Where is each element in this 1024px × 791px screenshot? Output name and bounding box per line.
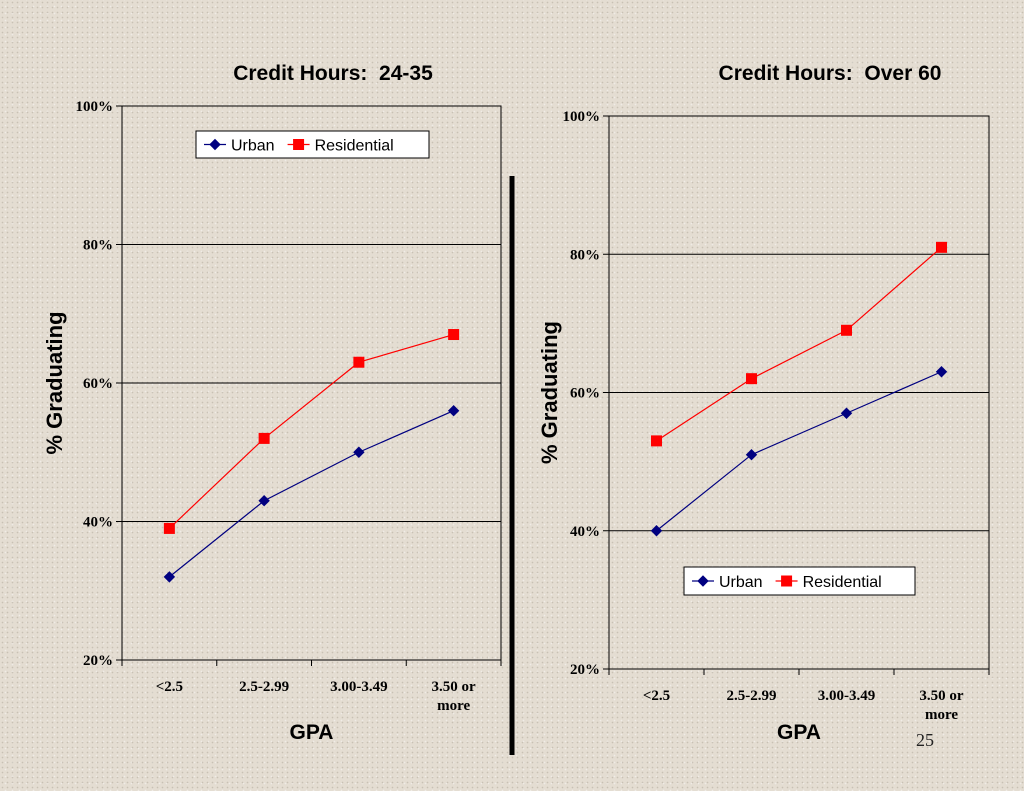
series-line xyxy=(656,246,942,442)
data-point-diamond xyxy=(163,571,176,583)
legend-label: Residential xyxy=(803,574,882,591)
data-point-square xyxy=(258,432,270,444)
data-point-diamond xyxy=(697,575,709,587)
chart-title: Credit Hours: Over 60 xyxy=(719,62,942,85)
y-tick-label: 60% xyxy=(570,386,600,402)
y-tick-label: 20% xyxy=(83,653,113,669)
data-point-diamond xyxy=(650,525,663,537)
data-point-diamond xyxy=(209,138,221,151)
series-line xyxy=(168,333,454,529)
data-point-square xyxy=(936,241,947,253)
data-point-square xyxy=(841,324,852,336)
x-tick-label: 3.50 or more xyxy=(919,688,964,723)
legend-box xyxy=(683,566,916,596)
data-point-square xyxy=(448,329,460,341)
x-axis-label: GPA xyxy=(290,721,334,744)
data-point-square xyxy=(746,373,757,385)
chart-credit-hours-over-60: 20% 40% 60% 80% 100% <2.5 2.5-2.99 3.00-3.49 3.5… xyxy=(537,62,990,744)
x-tick-label: 3.00-3.49 xyxy=(330,679,388,695)
x-tick-label: <2.5 xyxy=(156,679,183,695)
legend: Urban Residential xyxy=(195,130,430,159)
x-tick-label: 2.5-2.99 xyxy=(239,679,289,695)
x-tick-label: <2.5 xyxy=(643,688,670,704)
page-number: 25 xyxy=(916,730,934,750)
chart-credit-hours-24-35: 20% 40% 60% 80% 100% <2.5 2.5-2.99 3.00-3.49 3.5… xyxy=(42,62,502,744)
series-line xyxy=(656,371,942,532)
data-point-diamond xyxy=(258,495,270,507)
y-axis-label: % Graduating xyxy=(537,321,562,464)
data-point-square xyxy=(781,575,793,587)
series-residential xyxy=(651,241,947,447)
data-point-square xyxy=(651,435,662,447)
legend-label: Urban xyxy=(719,574,763,591)
legend-label: Residential xyxy=(315,138,394,155)
data-point-square xyxy=(163,522,175,534)
data-point-square xyxy=(353,356,365,368)
y-tick-label: 60% xyxy=(83,376,113,392)
y-tick-label: 40% xyxy=(570,524,600,540)
data-point-diamond xyxy=(840,407,853,419)
y-tick-label: 100% xyxy=(76,99,114,115)
y-tick-label: 100% xyxy=(563,109,601,125)
data-point-diamond xyxy=(447,404,460,417)
x-tick-label: 3.50 or more xyxy=(432,679,477,714)
series-line xyxy=(168,410,454,578)
series-urban xyxy=(163,404,460,583)
data-point-diamond xyxy=(935,366,948,378)
data-point-square xyxy=(293,139,305,150)
y-tick-label: 20% xyxy=(570,662,600,678)
y-tick-label: 80% xyxy=(570,247,600,263)
legend: Urban Residential xyxy=(683,566,916,596)
data-point-diamond xyxy=(745,449,758,461)
y-tick-label: 80% xyxy=(83,238,113,254)
x-tick-label: 3.00-3.49 xyxy=(818,688,876,704)
chart-title: Credit Hours: 24-35 xyxy=(233,62,433,85)
y-axis-label: % Graduating xyxy=(42,311,67,454)
series-residential xyxy=(163,329,460,534)
x-axis-label: GPA xyxy=(777,721,821,744)
series-urban xyxy=(650,366,948,537)
x-tick-label: 2.5-2.99 xyxy=(727,688,777,704)
legend-box xyxy=(195,130,430,159)
y-tick-label: 40% xyxy=(83,515,113,531)
data-point-diamond xyxy=(353,446,365,458)
legend-label: Urban xyxy=(231,138,275,155)
